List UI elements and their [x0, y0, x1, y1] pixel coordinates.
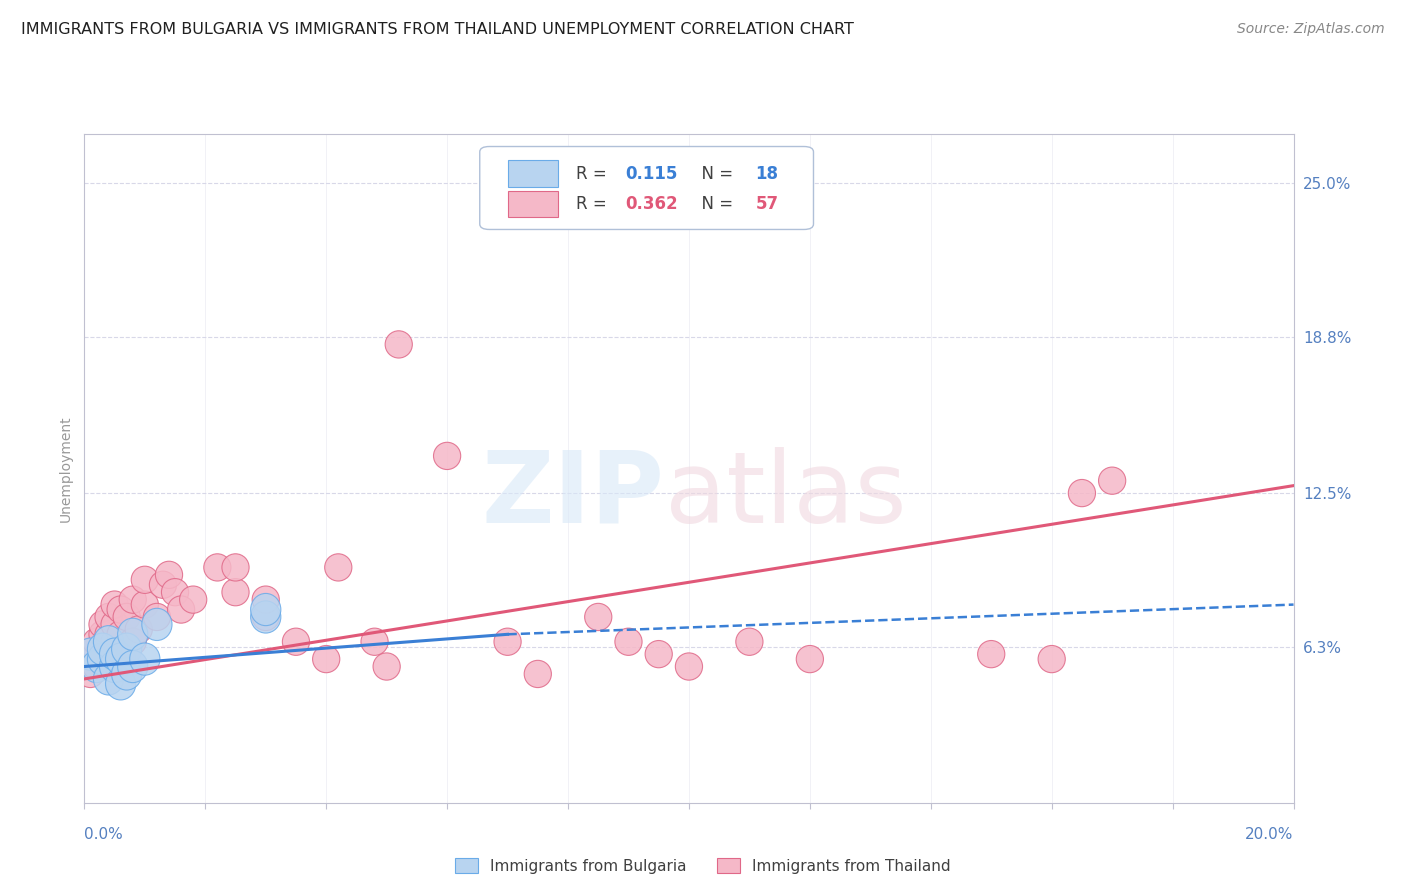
Text: 18: 18	[755, 164, 779, 183]
Y-axis label: Unemployment: Unemployment	[59, 415, 73, 522]
Ellipse shape	[96, 621, 122, 648]
Ellipse shape	[118, 650, 148, 682]
Ellipse shape	[89, 611, 117, 638]
Ellipse shape	[149, 571, 177, 599]
Ellipse shape	[107, 640, 134, 668]
Text: N =: N =	[692, 164, 738, 183]
Ellipse shape	[250, 593, 281, 625]
Ellipse shape	[96, 653, 122, 680]
Ellipse shape	[156, 561, 183, 589]
Text: 20.0%: 20.0%	[1246, 827, 1294, 841]
Ellipse shape	[77, 640, 104, 668]
Ellipse shape	[93, 663, 124, 695]
Text: ZIP: ZIP	[482, 447, 665, 543]
Ellipse shape	[645, 640, 672, 668]
Ellipse shape	[100, 650, 129, 682]
Ellipse shape	[107, 596, 134, 624]
Ellipse shape	[125, 615, 152, 643]
Ellipse shape	[118, 618, 148, 650]
Ellipse shape	[585, 603, 612, 631]
Ellipse shape	[143, 603, 170, 631]
Ellipse shape	[131, 591, 159, 618]
Ellipse shape	[735, 628, 763, 656]
Ellipse shape	[494, 628, 522, 656]
Ellipse shape	[1098, 467, 1126, 494]
Text: R =: R =	[576, 164, 613, 183]
Ellipse shape	[105, 668, 136, 700]
Text: Source: ZipAtlas.com: Source: ZipAtlas.com	[1237, 22, 1385, 37]
Ellipse shape	[82, 650, 111, 682]
Ellipse shape	[977, 640, 1005, 668]
Ellipse shape	[101, 646, 128, 673]
Ellipse shape	[111, 658, 142, 690]
Bar	[508, 161, 558, 187]
Ellipse shape	[96, 635, 122, 663]
Ellipse shape	[101, 591, 128, 618]
Text: 0.0%: 0.0%	[84, 827, 124, 841]
Bar	[508, 191, 558, 218]
Ellipse shape	[87, 633, 118, 665]
Ellipse shape	[107, 621, 134, 648]
Ellipse shape	[325, 554, 352, 581]
FancyBboxPatch shape	[479, 146, 814, 229]
Ellipse shape	[112, 635, 141, 663]
Ellipse shape	[101, 611, 128, 638]
Ellipse shape	[131, 566, 159, 593]
Ellipse shape	[142, 608, 172, 640]
Ellipse shape	[250, 601, 281, 633]
Ellipse shape	[614, 628, 643, 656]
Ellipse shape	[167, 596, 194, 624]
Ellipse shape	[433, 442, 461, 469]
Ellipse shape	[373, 653, 401, 680]
Ellipse shape	[222, 554, 249, 581]
Ellipse shape	[83, 653, 110, 680]
Ellipse shape	[96, 603, 122, 631]
Ellipse shape	[101, 628, 128, 656]
Ellipse shape	[222, 579, 249, 606]
Ellipse shape	[120, 628, 146, 656]
Ellipse shape	[83, 628, 110, 656]
Ellipse shape	[524, 660, 551, 688]
Ellipse shape	[252, 603, 280, 631]
Ellipse shape	[89, 646, 117, 673]
Ellipse shape	[361, 628, 388, 656]
Ellipse shape	[180, 586, 207, 614]
Ellipse shape	[204, 554, 231, 581]
Ellipse shape	[252, 586, 280, 614]
Ellipse shape	[77, 660, 104, 688]
Ellipse shape	[120, 586, 146, 614]
Ellipse shape	[111, 633, 142, 665]
Ellipse shape	[105, 643, 136, 675]
Ellipse shape	[796, 646, 824, 673]
Ellipse shape	[87, 643, 118, 675]
Ellipse shape	[129, 643, 160, 675]
Legend: Immigrants from Bulgaria, Immigrants from Thailand: Immigrants from Bulgaria, Immigrants fro…	[449, 852, 957, 880]
Ellipse shape	[112, 603, 141, 631]
Text: R =: R =	[576, 194, 613, 213]
Ellipse shape	[283, 628, 309, 656]
Text: N =: N =	[692, 194, 738, 213]
Ellipse shape	[675, 653, 703, 680]
Text: atlas: atlas	[665, 447, 907, 543]
Ellipse shape	[93, 625, 124, 658]
Text: 0.362: 0.362	[624, 194, 678, 213]
Ellipse shape	[1038, 646, 1066, 673]
Text: 57: 57	[755, 194, 779, 213]
Ellipse shape	[312, 646, 340, 673]
Ellipse shape	[1069, 480, 1095, 507]
Text: IMMIGRANTS FROM BULGARIA VS IMMIGRANTS FROM THAILAND UNEMPLOYMENT CORRELATION CH: IMMIGRANTS FROM BULGARIA VS IMMIGRANTS F…	[21, 22, 853, 37]
Ellipse shape	[162, 579, 188, 606]
Ellipse shape	[76, 638, 105, 670]
Ellipse shape	[83, 635, 110, 663]
Ellipse shape	[385, 331, 412, 358]
Ellipse shape	[100, 638, 129, 670]
Ellipse shape	[89, 621, 117, 648]
Text: 0.115: 0.115	[624, 164, 678, 183]
